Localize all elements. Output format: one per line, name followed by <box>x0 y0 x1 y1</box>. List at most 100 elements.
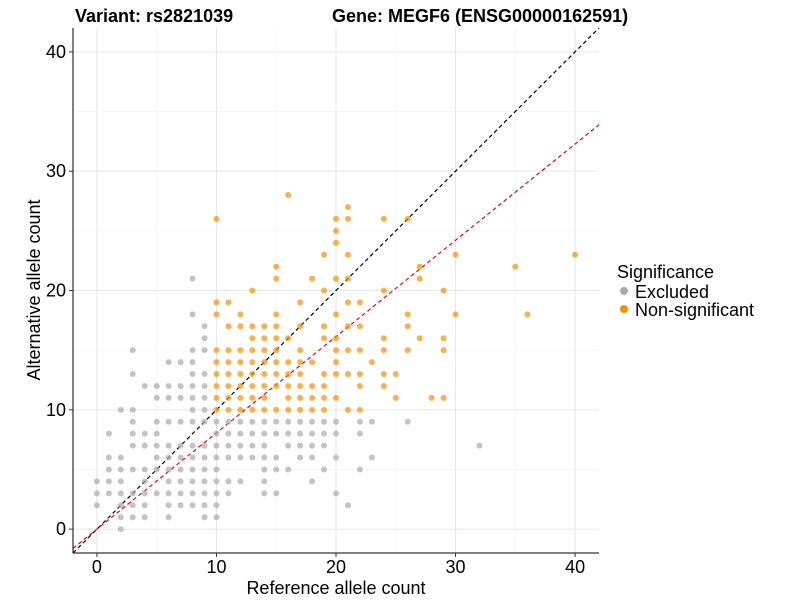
point-excluded <box>201 323 208 330</box>
point-excluded <box>261 418 268 425</box>
point-non-significant <box>356 406 363 413</box>
point-non-significant <box>213 215 220 222</box>
point-excluded <box>141 478 148 485</box>
point-excluded <box>237 442 244 449</box>
point-excluded <box>368 454 375 461</box>
point-non-significant <box>333 359 339 366</box>
y-axis-label: Alternative allele count <box>24 199 44 380</box>
point-excluded <box>105 490 112 497</box>
point-excluded <box>213 466 220 473</box>
point-non-significant <box>380 347 387 354</box>
x-tick-label: 20 <box>326 557 346 577</box>
point-excluded <box>165 442 172 449</box>
point-excluded <box>189 382 196 389</box>
point-non-significant <box>297 359 304 366</box>
point-excluded <box>237 478 244 485</box>
point-excluded <box>273 430 280 437</box>
point-non-significant <box>321 335 328 342</box>
point-non-significant <box>297 347 304 354</box>
point-non-significant <box>213 406 220 413</box>
point-excluded <box>297 418 304 425</box>
point-excluded <box>165 514 172 521</box>
point-excluded <box>201 514 208 521</box>
point-excluded <box>225 454 232 461</box>
point-non-significant <box>225 347 232 354</box>
point-excluded <box>189 347 196 354</box>
point-excluded <box>225 490 232 497</box>
point-excluded <box>201 442 208 449</box>
point-non-significant <box>273 275 280 282</box>
point-non-significant <box>380 287 387 294</box>
point-excluded <box>105 454 112 461</box>
point-excluded <box>117 526 124 533</box>
point-excluded <box>285 418 292 425</box>
point-excluded <box>141 514 148 521</box>
point-non-significant <box>321 251 328 258</box>
point-excluded <box>201 347 208 354</box>
point-excluded <box>189 466 196 473</box>
point-excluded <box>93 478 100 485</box>
point-excluded <box>129 371 136 378</box>
point-non-significant <box>273 335 280 342</box>
point-non-significant <box>261 371 268 378</box>
point-non-significant <box>452 311 459 318</box>
identity-line <box>72 27 600 554</box>
point-excluded <box>189 311 196 318</box>
point-non-significant <box>321 371 328 378</box>
point-excluded <box>141 502 148 509</box>
point-excluded <box>189 454 196 461</box>
point-excluded <box>153 454 160 461</box>
point-non-significant <box>333 239 339 246</box>
point-excluded <box>177 418 184 425</box>
point-non-significant <box>440 287 447 294</box>
point-excluded <box>165 478 172 485</box>
point-non-significant <box>273 311 280 318</box>
point-non-significant <box>333 335 339 342</box>
point-excluded <box>476 442 483 449</box>
point-excluded <box>189 502 196 509</box>
point-excluded <box>261 490 268 497</box>
point-non-significant <box>261 347 268 354</box>
x-axis-label: Reference allele count <box>246 578 425 598</box>
point-excluded <box>225 430 232 437</box>
point-non-significant <box>249 347 256 354</box>
point-non-significant <box>285 359 292 366</box>
point-excluded <box>117 454 124 461</box>
point-non-significant <box>344 371 351 378</box>
point-excluded <box>225 418 232 425</box>
point-non-significant <box>261 335 268 342</box>
point-non-significant <box>249 394 256 401</box>
point-excluded <box>117 478 124 485</box>
point-non-significant <box>440 347 447 354</box>
point-non-significant <box>309 394 316 401</box>
point-non-significant <box>356 382 363 389</box>
point-non-significant <box>321 394 328 401</box>
point-excluded <box>297 454 304 461</box>
point-non-significant <box>213 311 220 318</box>
point-non-significant <box>344 323 351 330</box>
legend-excluded-label: Excluded <box>635 282 709 302</box>
point-excluded <box>321 442 328 449</box>
point-non-significant <box>261 406 268 413</box>
point-excluded <box>177 359 184 366</box>
point-non-significant <box>309 406 316 413</box>
point-excluded <box>201 502 208 509</box>
point-non-significant <box>261 323 268 330</box>
point-excluded <box>201 418 208 425</box>
point-excluded <box>225 478 232 485</box>
point-excluded <box>189 406 196 413</box>
point-excluded <box>177 454 184 461</box>
point-non-significant <box>285 382 292 389</box>
point-excluded <box>213 478 220 485</box>
point-excluded <box>285 442 292 449</box>
point-non-significant <box>380 335 387 342</box>
point-non-significant <box>333 311 339 318</box>
point-excluded <box>201 454 208 461</box>
legend: Significance Excluded Non-significant <box>617 262 754 320</box>
point-non-significant <box>261 394 268 401</box>
point-non-significant <box>225 406 232 413</box>
point-non-significant <box>285 371 292 378</box>
point-non-significant <box>237 371 244 378</box>
point-excluded <box>356 466 363 473</box>
